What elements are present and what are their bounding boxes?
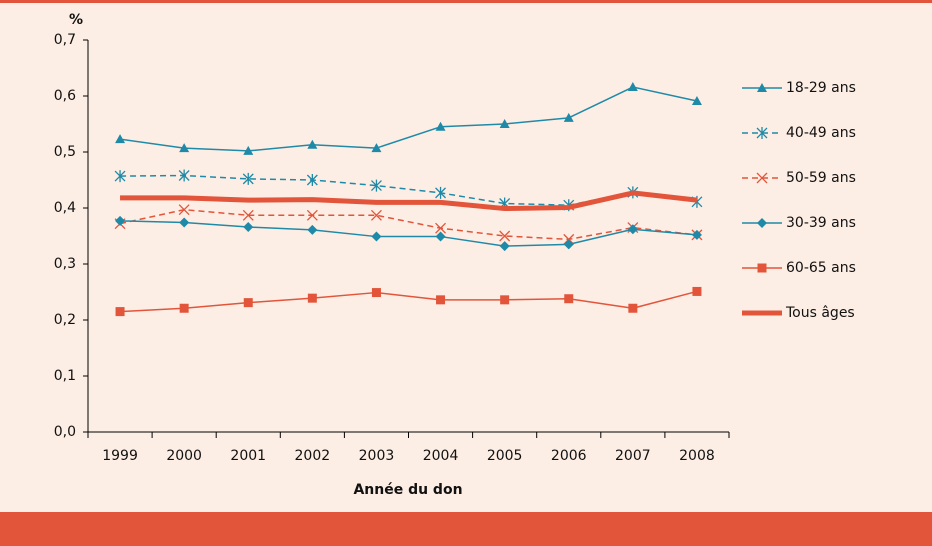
marker	[563, 233, 575, 245]
legend-marker	[756, 127, 768, 139]
marker	[371, 288, 381, 298]
marker	[179, 303, 189, 313]
marker	[756, 127, 768, 139]
series-line	[120, 220, 698, 247]
y-tick-label: 0,5	[54, 144, 76, 160]
series-line	[119, 86, 698, 152]
marker	[500, 295, 510, 305]
marker	[306, 209, 318, 221]
marker	[371, 143, 382, 153]
marker	[628, 303, 638, 313]
y-tick-label: 0,3	[54, 256, 76, 272]
legend-marker	[757, 83, 767, 92]
legend-marker	[757, 263, 767, 273]
x-tick-label: 1999	[102, 448, 138, 464]
marker	[499, 241, 510, 252]
y-tick-label: 0,2	[54, 312, 76, 328]
marker	[242, 209, 254, 221]
marker	[114, 170, 126, 183]
marker	[179, 143, 190, 153]
y-axis-unit: %	[69, 12, 83, 28]
marker	[435, 186, 447, 199]
top-rule	[0, 0, 932, 3]
legend-label: Tous âges	[785, 305, 855, 321]
x-tick-label: 2000	[166, 448, 202, 464]
marker	[499, 119, 510, 128]
marker	[242, 172, 254, 185]
marker	[435, 222, 447, 234]
marker	[307, 139, 318, 149]
marker	[243, 145, 254, 155]
marker	[306, 174, 318, 186]
marker	[243, 298, 253, 308]
marker	[115, 134, 126, 144]
legend-label: 60-65 ans	[786, 260, 856, 276]
legend-marker	[756, 172, 768, 184]
legend-label: 18-29 ans	[786, 80, 856, 96]
series-line	[120, 290, 698, 313]
marker	[243, 222, 254, 233]
y-tick-label: 0,0	[54, 424, 76, 440]
legend-label: 50-59 ans	[786, 170, 856, 186]
x-tick-label: 2001	[230, 448, 266, 464]
marker	[178, 169, 190, 182]
marker	[371, 231, 382, 242]
legend-label: 30-39 ans	[786, 215, 856, 231]
marker	[691, 229, 702, 240]
marker	[563, 112, 574, 122]
marker	[757, 263, 767, 273]
marker	[370, 179, 382, 192]
marker	[757, 83, 767, 92]
marker	[563, 239, 574, 250]
marker	[370, 209, 382, 221]
y-tick-label: 0,1	[54, 368, 76, 384]
x-tick-label: 2004	[423, 448, 459, 464]
x-tick-label: 2005	[487, 448, 523, 464]
y-tick-label: 0,4	[54, 200, 76, 216]
marker	[499, 230, 511, 242]
marker	[307, 293, 317, 303]
bottom-band	[0, 512, 932, 546]
marker	[179, 217, 190, 228]
x-tick-label: 2007	[615, 448, 651, 464]
x-tick-label: 2008	[679, 448, 715, 464]
series-line	[120, 190, 698, 212]
y-tick-label: 0,7	[54, 32, 76, 48]
legend-marker	[757, 218, 767, 228]
marker	[435, 231, 446, 242]
marker	[115, 307, 125, 317]
marker	[627, 224, 638, 235]
marker	[756, 172, 768, 184]
marker	[691, 96, 702, 106]
y-tick-label: 0,6	[54, 88, 76, 104]
marker	[307, 224, 318, 235]
marker	[627, 82, 638, 92]
marker	[435, 121, 446, 131]
series-line	[119, 208, 698, 241]
x-axis-label: Année du don	[353, 482, 462, 498]
x-tick-label: 2003	[359, 448, 395, 464]
x-tick-label: 2002	[295, 448, 331, 464]
marker	[757, 218, 767, 228]
marker	[692, 286, 702, 296]
marker	[564, 294, 574, 304]
legend-label: 40-49 ans	[786, 125, 856, 141]
marker	[178, 204, 190, 216]
marker	[115, 215, 126, 226]
x-tick-label: 2006	[551, 448, 587, 464]
marker	[436, 295, 446, 305]
